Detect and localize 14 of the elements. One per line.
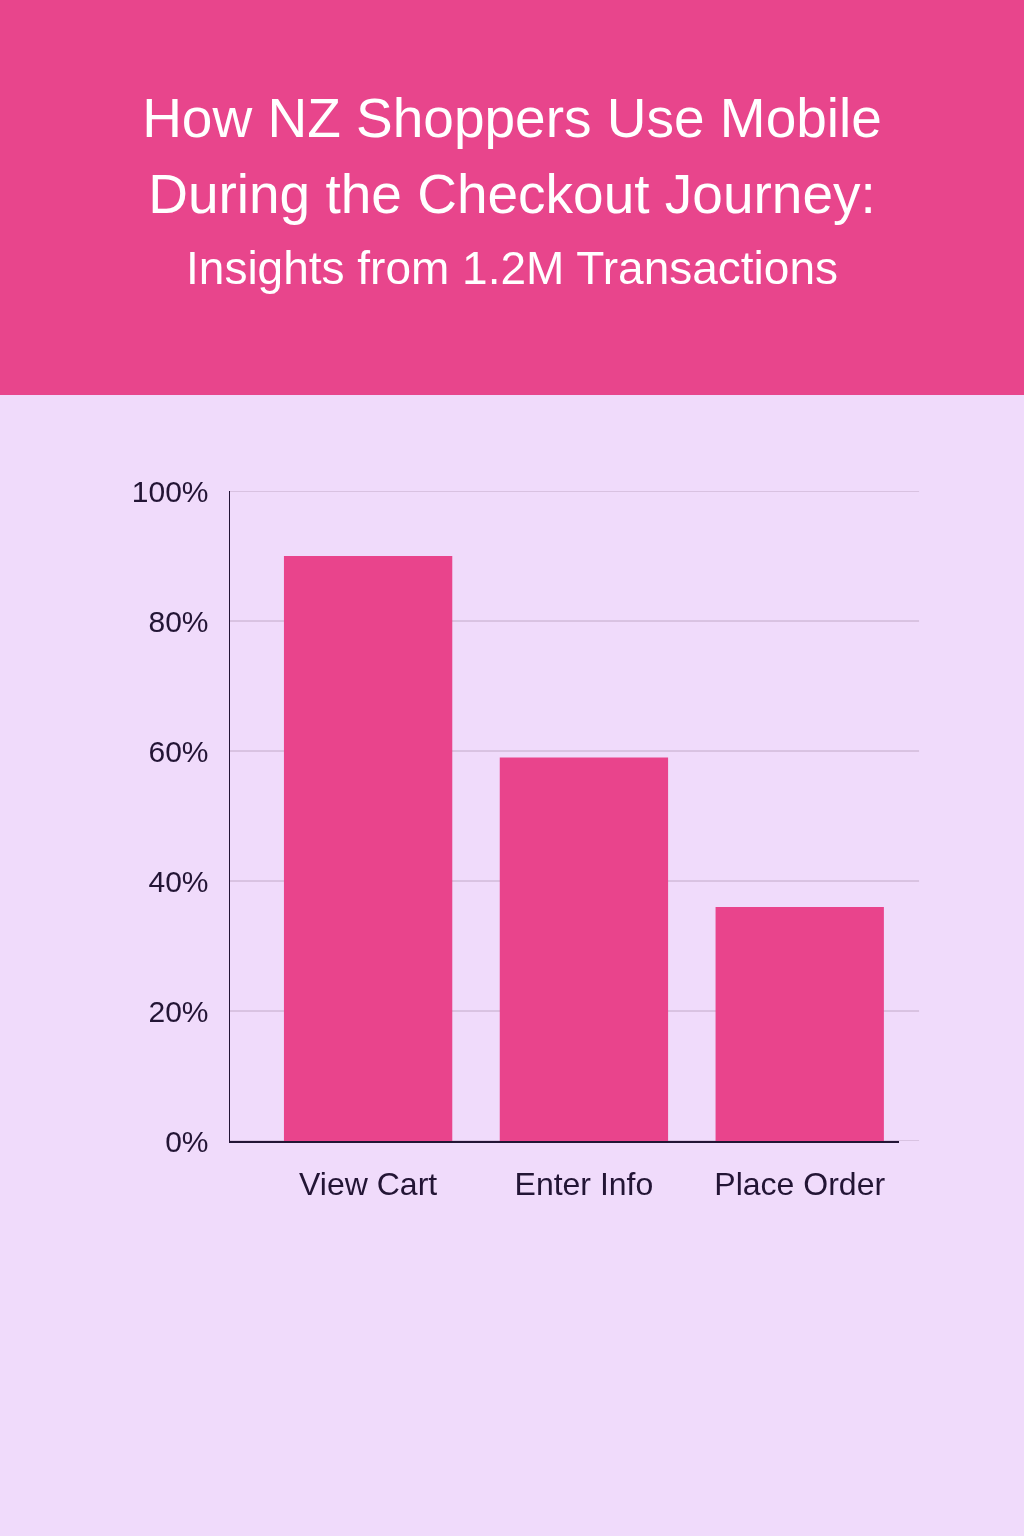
y-tick-label: 40% [148,864,209,898]
x-tick-label: Enter Info [514,1165,654,1202]
bar [715,907,884,1141]
chart-subtitle: Insights from 1.2M Transactions [185,241,839,296]
y-tick-label: 20% [148,994,209,1028]
y-tick-label: 100% [131,474,209,508]
y-tick-label: 60% [148,734,209,768]
bar [283,556,453,1141]
y-tick-label: 80% [148,604,209,638]
chart-title: How NZ Shoppers Use Mobile During the Checkout Journey: [141,86,883,227]
x-tick-label: Place Order [714,1165,886,1202]
y-tick-label: 0% [165,1124,209,1158]
x-tick-label: View Cart [299,1165,438,1202]
bar [499,757,669,1141]
